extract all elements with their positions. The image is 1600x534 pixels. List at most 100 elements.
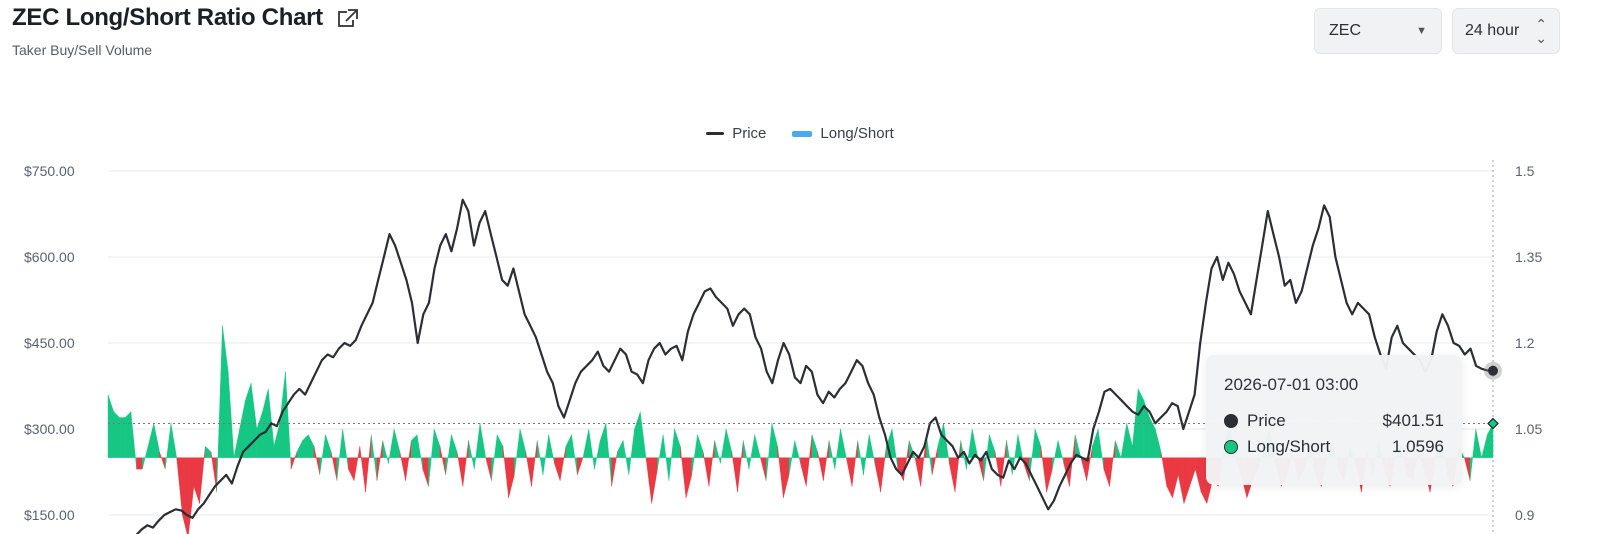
long-short-segment bbox=[136, 457, 143, 470]
long-short-segment bbox=[445, 434, 452, 475]
long-short-segment bbox=[273, 423, 280, 458]
right-axis: 1.5 1.35 1.2 1.05 0.9 bbox=[1492, 160, 1542, 534]
sort-updown-icon: ⌃ ⌄ bbox=[1535, 16, 1547, 46]
long-short-segment bbox=[840, 428, 847, 458]
long-short-segment bbox=[594, 440, 601, 470]
long-short-segment bbox=[491, 434, 498, 481]
long-short-segment bbox=[348, 457, 355, 481]
long-short-segment bbox=[605, 423, 612, 487]
tooltip-price-value: $401.51 bbox=[1382, 411, 1444, 430]
right-tick-label: 1.5 bbox=[1515, 163, 1535, 179]
long-short-segment bbox=[599, 423, 607, 458]
right-tick-label: 1.05 bbox=[1515, 421, 1542, 437]
long-short-segment bbox=[519, 428, 526, 458]
long-short-segment bbox=[548, 434, 555, 464]
long-short-segment bbox=[1097, 428, 1105, 470]
long-short-segment bbox=[182, 457, 189, 534]
long-short-segment bbox=[851, 440, 858, 487]
long-short-segment bbox=[537, 440, 544, 475]
long-short-segment bbox=[817, 451, 824, 481]
long-short-segment bbox=[319, 434, 326, 475]
long-short-segment bbox=[668, 428, 675, 481]
left-tick-label: $150.00 bbox=[24, 507, 75, 523]
long-short-segment bbox=[336, 428, 343, 481]
long-short-segment bbox=[737, 440, 744, 493]
long-short-segment bbox=[1040, 446, 1047, 493]
long-short-segment bbox=[1080, 457, 1087, 481]
long-short-segment bbox=[1075, 434, 1082, 458]
legend-item-price[interactable]: Price bbox=[706, 125, 766, 142]
long-short-segment bbox=[800, 457, 807, 487]
right-tick-label: 1.35 bbox=[1515, 249, 1542, 265]
left-tick-label: $450.00 bbox=[24, 335, 75, 351]
long-short-segment bbox=[748, 434, 755, 470]
long-short-segment bbox=[331, 451, 338, 481]
long-short-segment bbox=[1178, 457, 1185, 504]
long-short-segment bbox=[250, 383, 258, 458]
long-short-segment bbox=[685, 457, 692, 498]
long-short-segment bbox=[1057, 440, 1064, 464]
long-short-segment bbox=[806, 434, 813, 487]
long-short-segment bbox=[187, 457, 195, 534]
long-short-segment bbox=[296, 440, 303, 458]
long-short-segment bbox=[308, 434, 315, 458]
long-short-segment bbox=[165, 423, 172, 470]
long-short-segment bbox=[388, 428, 395, 464]
long-short-segment bbox=[994, 451, 1002, 487]
ratio-marker bbox=[1487, 417, 1499, 430]
long-short-segment bbox=[302, 434, 309, 458]
long-short-segment bbox=[897, 457, 904, 481]
chart-controls: ZEC ▼ 24 hour ⌃ ⌄ bbox=[1314, 8, 1560, 54]
chart-tooltip: 2026-07-01 03:00 Price $401.51 Long/Shor… bbox=[1206, 355, 1462, 485]
long-short-segment bbox=[622, 440, 630, 475]
long-short-segment bbox=[1166, 457, 1173, 498]
external-link-icon[interactable] bbox=[337, 8, 359, 30]
long-short-segment bbox=[628, 428, 635, 475]
long-short-segment bbox=[176, 457, 183, 516]
long-short-segment bbox=[542, 434, 549, 475]
long-short-segment bbox=[868, 434, 876, 464]
long-short-segment bbox=[382, 440, 389, 464]
long-short-segment bbox=[130, 411, 137, 470]
long-short-segment bbox=[342, 428, 349, 470]
long-short-segment bbox=[971, 428, 979, 458]
long-short-segment bbox=[1046, 457, 1053, 493]
long-short-segment bbox=[771, 423, 778, 458]
coin-select[interactable]: ZEC ▼ bbox=[1314, 8, 1442, 54]
price-line bbox=[135, 198, 1494, 534]
long-short-segment bbox=[216, 325, 223, 493]
right-tick-label: 0.9 bbox=[1515, 507, 1535, 523]
long-short-segment bbox=[788, 440, 795, 475]
long-short-segment bbox=[754, 434, 761, 458]
long-short-segment bbox=[703, 451, 710, 487]
long-short-segment bbox=[531, 440, 538, 487]
long-short-segment bbox=[874, 457, 881, 493]
long-short-segment bbox=[170, 423, 177, 458]
long-short-segment bbox=[697, 434, 704, 458]
long-short-segment bbox=[1183, 457, 1190, 504]
long-short-segment bbox=[502, 446, 509, 498]
long-short-segment bbox=[834, 428, 841, 470]
long-short-segment bbox=[313, 446, 320, 475]
long-short-segment bbox=[222, 325, 229, 458]
long-short-segment bbox=[359, 446, 366, 493]
long-short-segment bbox=[880, 446, 887, 493]
legend-long-short-swatch bbox=[792, 130, 813, 137]
long-short-segment bbox=[577, 457, 584, 475]
long-short-segment bbox=[468, 440, 475, 470]
long-short-segment bbox=[1464, 457, 1471, 481]
long-short-segment bbox=[1000, 440, 1007, 487]
tooltip-price-dot bbox=[1224, 414, 1238, 428]
long-short-segment bbox=[365, 434, 372, 493]
range-select[interactable]: 24 hour ⌃ ⌄ bbox=[1452, 8, 1560, 54]
long-short-segment bbox=[422, 457, 429, 487]
long-short-segment bbox=[760, 457, 767, 481]
left-tick-label: $300.00 bbox=[24, 421, 75, 437]
left-tick-label: $600.00 bbox=[24, 249, 75, 265]
long-short-segment bbox=[554, 457, 561, 481]
legend-item-long-short[interactable]: Long/Short bbox=[792, 125, 894, 142]
long-short-segment bbox=[714, 440, 721, 464]
chart-grid bbox=[108, 170, 1493, 516]
long-short-segment bbox=[731, 451, 738, 493]
long-short-segment bbox=[720, 428, 727, 464]
